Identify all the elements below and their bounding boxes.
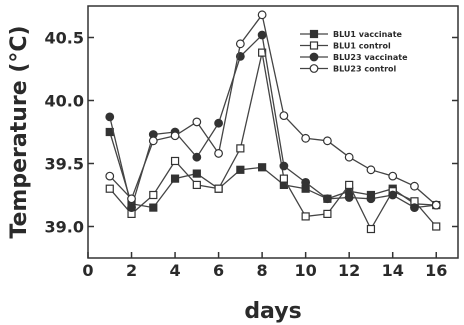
plot-frame [87, 5, 459, 259]
data-point [345, 180, 354, 190]
data-point [257, 30, 267, 40]
legend-label: BLU23 control [333, 65, 397, 74]
x-tick-label: 4 [169, 261, 180, 280]
y-axis: 39.0 39.5 40.0 40.5 [45, 29, 458, 237]
series-line [109, 131, 437, 209]
data-point [127, 203, 136, 213]
data-point [236, 165, 245, 174]
data-point [301, 177, 311, 187]
data-point [105, 112, 115, 122]
data-point [214, 118, 223, 128]
data-point [214, 149, 223, 158]
data-point [149, 190, 158, 200]
x-tick-label: 14 [382, 261, 404, 280]
y-axis-title: Temperature (°C) [7, 25, 32, 238]
data-point [192, 169, 201, 178]
y-tick-label: 39.5 [45, 155, 84, 174]
legend: BLU1 vaccinate BLU1 control BLU23 vaccinat… [300, 29, 408, 74]
y-tick-label: 40.5 [45, 29, 84, 48]
data-point [323, 136, 332, 146]
data-point [170, 131, 180, 141]
data-point [279, 161, 289, 171]
data-point [279, 111, 289, 121]
data-point [301, 133, 311, 143]
legend-marker [309, 29, 319, 39]
legend-item: BLU1 vaccinate [300, 29, 403, 39]
series-blu23-control [105, 10, 441, 210]
x-tick-label: 16 [425, 261, 447, 280]
x-tick-label: 12 [338, 261, 360, 280]
series-layer [105, 10, 441, 234]
x-axis-title: days [244, 299, 301, 324]
x-tick-label: 2 [126, 261, 137, 280]
legend-marker [309, 52, 319, 62]
legend-marker [309, 41, 319, 50]
legend-item: BLU1 control [300, 41, 391, 51]
data-point [410, 203, 419, 213]
data-point [148, 136, 158, 146]
data-point [257, 10, 267, 20]
data-point [344, 193, 354, 202]
legend-item: BLU23 vaccinate [300, 52, 408, 62]
y-tick-label: 40.0 [45, 92, 84, 111]
x-tick-label: 0 [82, 261, 93, 280]
data-point [192, 152, 202, 162]
data-point [432, 222, 441, 231]
legend-label: BLU1 vaccinate [333, 30, 403, 39]
data-point [366, 224, 376, 234]
data-point [344, 152, 354, 162]
series-line [109, 52, 437, 231]
data-point [127, 194, 136, 204]
data-point [410, 181, 419, 191]
legend-item: BLU23 control [300, 64, 397, 74]
data-point [431, 200, 441, 210]
series-blu1-control [105, 48, 441, 234]
data-point [279, 174, 288, 183]
x-tick-label: 6 [213, 261, 224, 280]
data-point [149, 203, 158, 212]
series-line [109, 33, 437, 211]
data-point [301, 212, 310, 221]
data-point [192, 117, 202, 127]
series-line [109, 13, 437, 206]
legend-marker [309, 64, 319, 73]
y-tick-label: 39.0 [45, 218, 84, 237]
data-point [388, 190, 398, 200]
data-point [323, 194, 332, 204]
data-point [323, 209, 332, 218]
data-point [366, 165, 376, 175]
data-point [214, 184, 223, 193]
data-point [366, 194, 376, 204]
data-point [192, 180, 201, 190]
legend-label: BLU23 vaccinate [333, 53, 408, 62]
data-point [105, 171, 115, 181]
data-point [170, 156, 180, 166]
x-axis: 0 2 4 6 8 10 12 14 16 [82, 252, 447, 280]
data-point [236, 144, 245, 153]
legend-label: BLU1 control [333, 42, 391, 51]
x-tick-label: 8 [257, 261, 268, 280]
data-point [235, 39, 245, 49]
data-point [258, 163, 267, 172]
x-tick-label: 10 [295, 261, 317, 280]
data-point [105, 184, 114, 193]
data-point [388, 171, 398, 181]
data-point [170, 174, 180, 183]
